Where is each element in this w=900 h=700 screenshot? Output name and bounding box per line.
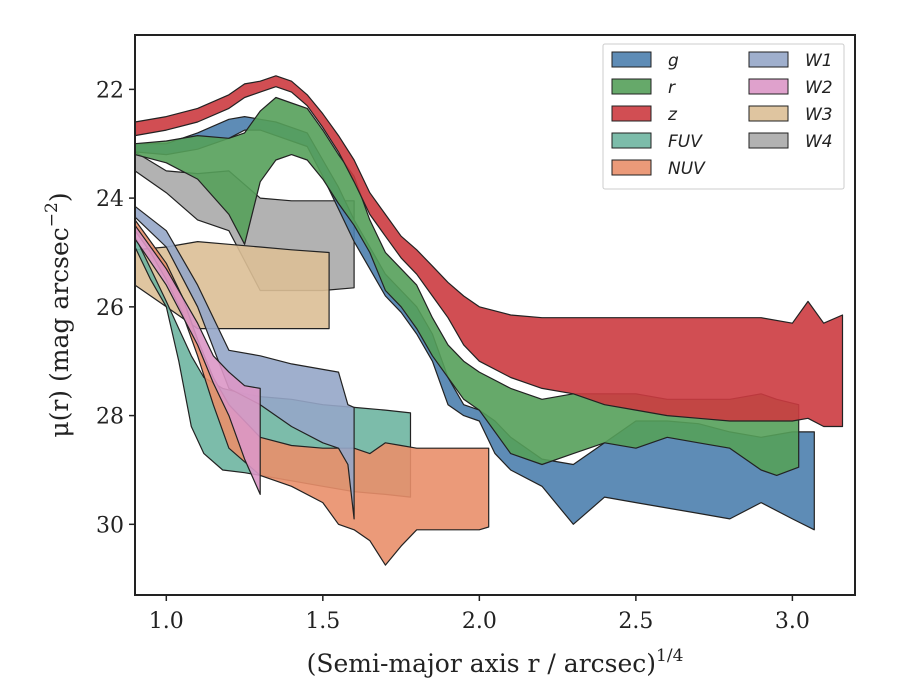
x-axis-ticks: 1.0 1.5 2.0 2.5 3.0 — [149, 595, 810, 634]
y-tick-label: 26 — [96, 296, 124, 321]
y-tick-label: 24 — [96, 187, 124, 212]
y-axis-ticks: 22 24 26 28 30 — [96, 78, 135, 538]
legend-label-nuv: NUV — [668, 159, 706, 179]
legend-label-w2: W2 — [805, 78, 833, 98]
legend-label-w3: W3 — [805, 105, 833, 125]
legend-swatch-z — [611, 105, 652, 122]
legend-label-fuv: FUV — [668, 132, 703, 152]
x-tick-label: 2.0 — [462, 609, 497, 634]
y-tick-label: 28 — [96, 405, 124, 430]
legend-label-r: r — [668, 78, 676, 98]
legend-label-w4: W4 — [805, 132, 833, 152]
x-tick-label: 3.0 — [775, 609, 810, 634]
legend-label-g: g — [668, 51, 679, 71]
y-tick-label: 22 — [96, 78, 124, 103]
band-w2 — [134, 224, 261, 495]
plot-frame — [134, 34, 856, 596]
legend-swatch-r — [611, 78, 652, 95]
x-tick-label: 2.5 — [618, 609, 653, 634]
legend-swatch-w4 — [748, 132, 789, 149]
legend-swatch-g — [611, 51, 652, 68]
legend: grz FUV NUV W1 W2 W3 W4 — [602, 43, 845, 190]
x-axis-label: (Semi-major axis r / arcsec)1/4 — [307, 646, 684, 678]
y-axis-label: μ(r) (mag arcsec−2) — [42, 192, 74, 437]
x-tick-label: 1.0 — [149, 609, 184, 634]
legend-items: grz FUV NUV W1 W2 W3 W4 — [611, 51, 833, 179]
y-tick-label: 30 — [96, 513, 124, 538]
band-z — [134, 75, 844, 428]
series-bands — [134, 75, 844, 566]
legend-swatch-fuv — [611, 132, 652, 149]
legend-swatch-nuv — [611, 159, 652, 176]
legend-label-z: z — [667, 105, 678, 125]
legend-swatch-w1 — [748, 51, 789, 68]
legend-label-w1: W1 — [805, 51, 833, 71]
band-w3 — [134, 241, 330, 330]
x-tick-label: 1.5 — [305, 609, 340, 634]
band-w1 — [134, 205, 355, 520]
legend-swatch-w3 — [748, 105, 789, 122]
legend-swatch-w2 — [748, 78, 789, 95]
